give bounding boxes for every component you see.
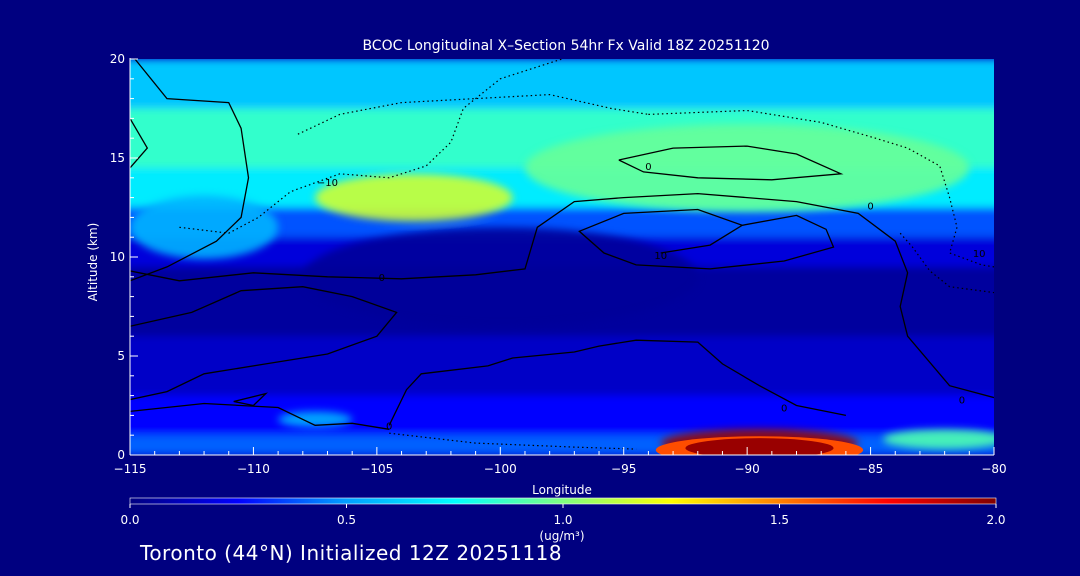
contour-line-negative	[389, 432, 637, 450]
x-tick-label: −110	[237, 462, 270, 476]
contour-label: 0	[959, 396, 965, 407]
x-tick-label: −80	[981, 462, 1006, 476]
contour-line	[130, 402, 390, 430]
contour-line	[618, 145, 844, 181]
y-axis-label: Altitude (km)	[86, 223, 100, 302]
x-tick-label: −100	[484, 462, 517, 476]
temperature-contours	[130, 59, 994, 450]
contour-label: 10	[654, 251, 667, 262]
colorbar-tick-label: 1.0	[553, 513, 572, 527]
colorbar-tick-label: 2.0	[986, 513, 1005, 527]
contour-line	[233, 392, 269, 407]
x-tick-label: −95	[611, 462, 636, 476]
contour-label: 0	[781, 403, 787, 414]
field-band	[130, 435, 994, 455]
contour-line	[130, 118, 149, 169]
x-tick-label: −105	[360, 462, 393, 476]
field-hotspot-core	[685, 438, 834, 455]
y-tick-label: 15	[110, 151, 125, 165]
field-feature	[882, 429, 994, 450]
field-feature	[130, 195, 279, 259]
concentration-field	[130, 59, 994, 455]
y-tick-label: 20	[110, 52, 125, 66]
colorbar-units-label: (ug/m³)	[539, 529, 584, 543]
contour-label: −10	[317, 178, 338, 189]
y-tick-label: 0	[117, 448, 125, 462]
contour-line-negative	[297, 93, 649, 135]
x-tick-label: −90	[734, 462, 759, 476]
colorbar: 0.0 0.5 1.0 1.5 2.0	[120, 497, 1006, 527]
contour-label: 0	[386, 421, 392, 432]
colorbar-tick-label: 0.5	[337, 513, 356, 527]
initialization-caption: Toronto (44°N) Initialized 12Z 20251118	[140, 541, 563, 565]
field-feature	[315, 173, 513, 222]
x-tick-label: −85	[858, 462, 883, 476]
y-tick-label: 10	[110, 250, 125, 264]
contour-line	[130, 286, 398, 401]
chart-title: BCOC Longitudinal X–Section 54hr Fx Vali…	[362, 38, 769, 54]
contour-label: 0	[379, 273, 385, 284]
contour-line	[130, 59, 250, 282]
contour-label: 10	[973, 249, 986, 260]
contour-line	[388, 339, 847, 426]
colorbar-tick-label: 0.0	[120, 513, 139, 527]
colorbar-tick-label: 1.5	[770, 513, 789, 527]
field-feature	[278, 411, 353, 428]
y-tick-label: 5	[117, 349, 125, 363]
field-feature	[524, 124, 970, 212]
contour-line	[130, 192, 994, 399]
contour-labels: −10 0 0 0 10 0 0 10 0	[317, 162, 986, 432]
contour-line-negative	[648, 109, 994, 268]
contour-line-negative	[179, 59, 563, 234]
field-band	[130, 395, 994, 436]
colorbar-ramp	[129, 497, 997, 505]
field-band	[130, 59, 994, 109]
contour-label: 0	[867, 202, 873, 213]
x-axis-label: Longitude	[532, 483, 592, 497]
field-feature	[302, 227, 698, 327]
contour-label: 0	[645, 162, 651, 173]
x-tick-label: −115	[114, 462, 147, 476]
contour-line	[578, 208, 835, 270]
field-band	[130, 336, 994, 396]
